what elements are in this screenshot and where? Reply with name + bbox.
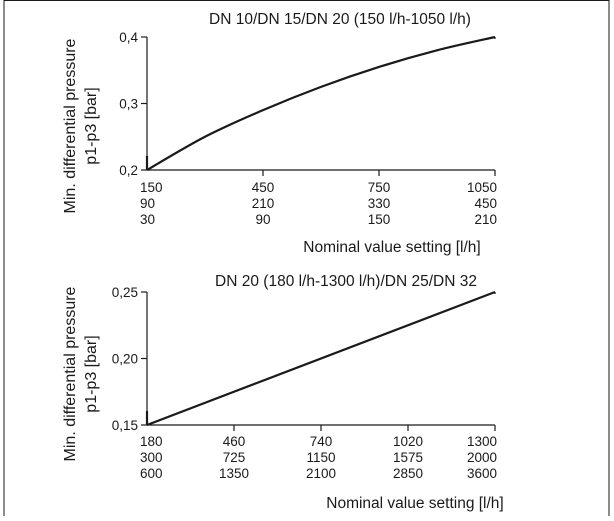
chart-top-x-tick-label: 210: [474, 212, 497, 227]
chart-top-y-tick-label: 0,2: [119, 163, 138, 178]
chart-top-x-tick-label: 450: [252, 180, 275, 195]
chart-top-x-tick-label: 90: [255, 212, 270, 227]
chart-top-title: DN 10/DN 15/DN 20 (150 l/h-1050 l/h): [209, 11, 471, 28]
chart-top-x-tick-label: 330: [368, 196, 391, 211]
chart-top-x-tick-label: 30: [140, 212, 155, 227]
chart-bottom-x-tick-label: 2000: [467, 450, 497, 465]
chart-bottom-y-tick-label: 0,25: [112, 285, 138, 300]
chart-top-x-tick-label: 150: [140, 180, 163, 195]
chart-top: DN 10/DN 15/DN 20 (150 l/h-1050 l/h) Min…: [62, 11, 497, 256]
chart-bottom-x-tick-label: 180: [140, 434, 163, 449]
chart-bottom-xlabel: Nominal value setting [l/h]: [326, 495, 503, 512]
chart-bottom-y-tick-label: 0,15: [112, 418, 138, 433]
chart-top-y-tick-label: 0,3: [119, 97, 138, 112]
chart-bottom-title: DN 20 (180 l/h-1300 l/h)/DN 25/DN 32: [215, 273, 477, 290]
chart-top-x-tick-label: 150: [368, 212, 391, 227]
chart-bottom-x-tick-label: 1020: [393, 434, 423, 449]
chart-top-x-tick-label: 210: [252, 196, 275, 211]
chart-bottom-x-tick-label: 300: [140, 450, 163, 465]
chart-bottom-x-tick-label: 600: [140, 466, 163, 481]
chart-bottom-ylabel-line2: p1-p3 [bar]: [83, 335, 100, 412]
chart-bottom-x-tick-label: 1300: [467, 434, 497, 449]
chart-bottom-x-tick-label: 460: [223, 434, 246, 449]
chart-bottom-x-tick-label: 740: [310, 434, 333, 449]
chart-top-x-tick-label: 750: [368, 180, 391, 195]
chart-top-x-tick-label: 1050: [467, 180, 497, 195]
chart-bottom-x-tick-label: 725: [223, 450, 246, 465]
chart-top-y-tick-label: 0,4: [119, 30, 138, 45]
chart-bottom-x-tick-label: 1150: [306, 450, 335, 465]
chart-bottom-x-tick-label: 2850: [393, 466, 423, 481]
chart-top-xlabel: Nominal value setting [l/h]: [303, 239, 480, 256]
chart-bottom-x-tick-label: 2100: [306, 466, 336, 481]
chart-top-ylabel-line1: Min. differential pressure: [62, 38, 79, 213]
chart-bottom-x-tick-label: 1350: [219, 466, 249, 481]
chart-bottom-x-tick-label: 1575: [393, 450, 423, 465]
chart-bottom-series-line: [146, 290, 496, 427]
chart-top-ylabel-line2: p1-p3 [bar]: [83, 87, 100, 164]
chart-bottom-ylabel-line1: Min. differential pressure: [62, 286, 79, 461]
chart-top-x-tick-label: 450: [474, 196, 497, 211]
chart-top-series-line: [146, 35, 496, 171]
chart-bottom-x-tick-label: 3600: [467, 466, 497, 481]
chart-top-x-tick-label: 90: [140, 196, 155, 211]
chart-bottom: DN 20 (180 l/h-1300 l/h)/DN 25/DN 32 Min…: [62, 273, 504, 512]
chart-bottom-y-tick-label: 0,20: [112, 352, 138, 367]
